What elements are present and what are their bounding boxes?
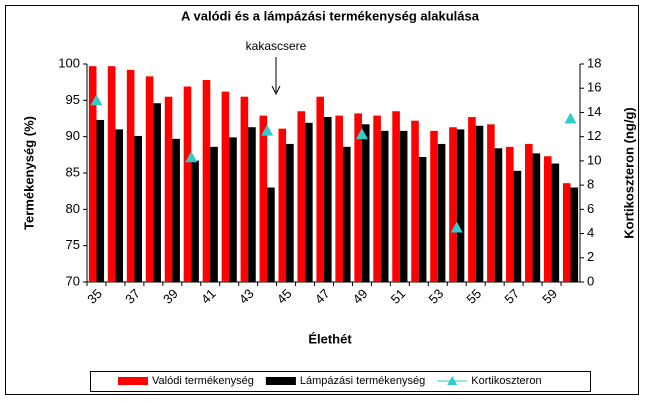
y-tick-label: 70 [66,273,80,288]
legend-label: Valódi termékenység [152,375,254,387]
y2-tick-label: 0 [587,273,594,288]
bar [221,91,230,282]
bar [437,143,446,282]
bar [134,135,142,282]
bar [259,115,268,283]
bar [286,143,294,282]
bar [115,129,124,282]
bar [399,130,408,282]
bar [449,127,457,282]
y-tick-label: 80 [66,201,80,216]
bar [506,146,514,282]
bar [210,146,218,282]
bar [570,187,579,282]
y2-axis-title: Kortikoszteron (ng/g) [621,107,636,238]
legend-box [90,371,591,392]
legend-marker [447,376,458,385]
bar [361,124,370,283]
y2-tick-label: 14 [587,104,601,119]
y-tick-label: 90 [66,128,80,143]
bar [475,125,484,283]
y2-tick-label: 18 [587,55,601,70]
y2-tick-label: 4 [587,225,594,240]
bar [145,76,154,282]
bar [392,111,400,282]
bar [380,130,389,282]
bar [153,103,161,283]
bar [562,183,571,282]
marker [564,112,577,124]
y-axis-title: Termékenység (%) [21,116,36,230]
bar [172,138,180,282]
bar [335,115,343,283]
y-tick-label: 95 [66,92,80,107]
bar [324,117,332,283]
bar [551,163,560,282]
bar [342,146,351,282]
y-tick-label: 75 [66,237,80,252]
bar [430,130,438,282]
bar [316,96,325,282]
bar [229,137,237,282]
bar [267,187,275,282]
bar [107,66,116,283]
bar [305,122,313,282]
bar [418,157,427,282]
y2-tick-label: 12 [587,128,601,143]
bar [543,156,552,282]
bar [191,160,199,282]
y-tick-label: 85 [66,164,80,179]
bar [88,66,97,283]
legend-swatch [118,377,148,385]
bar [240,96,249,282]
y2-tick-label: 8 [587,177,594,192]
y2-tick-label: 6 [587,201,594,216]
marker [185,151,198,163]
chart-title: A valódi és a lámpázási termékenység ala… [181,8,480,23]
annotation: kakascsere [246,39,307,53]
bar [513,170,522,282]
bar [126,69,135,283]
y2-tick-label: 2 [587,249,594,264]
bar [373,115,381,283]
bar [278,128,287,282]
legend-label: Lámpázási termékenység [300,375,425,387]
bar [494,148,503,282]
bar [202,79,211,282]
annotation-arrowhead [271,85,281,96]
bar [411,120,419,283]
bar [456,129,465,282]
bar [96,119,105,282]
bar [487,124,495,283]
bar [525,143,533,282]
y-tick-label: 100 [58,55,80,70]
marker [90,94,103,106]
legend-swatch [265,377,296,385]
marker [355,128,368,140]
y2-tick-label: 16 [587,80,601,95]
marker [450,221,463,233]
bar [532,153,541,282]
marker [261,124,274,136]
bar [354,113,362,282]
y2-tick-label: 10 [587,152,601,167]
bar [164,96,173,282]
bar [248,127,256,282]
bar [183,86,192,282]
x-axis-title: Élethét [308,331,352,346]
bar [297,111,306,282]
bar [468,117,476,283]
legend-label: Kortikoszteron [471,375,541,387]
